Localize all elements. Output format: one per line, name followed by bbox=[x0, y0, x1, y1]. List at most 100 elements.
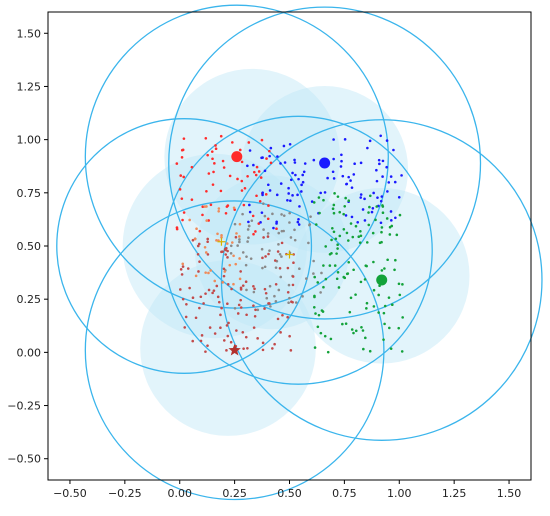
red-point bbox=[246, 174, 249, 178]
green-point bbox=[321, 310, 325, 313]
brown-point bbox=[207, 288, 211, 292]
green-point bbox=[332, 203, 336, 207]
red-point bbox=[260, 138, 264, 142]
green-point bbox=[372, 305, 376, 308]
x-tick-label: 1.25 bbox=[442, 487, 467, 500]
outline-circle bbox=[84, 200, 385, 501]
brown-point bbox=[184, 315, 188, 319]
blue-point bbox=[361, 208, 365, 211]
green-point bbox=[371, 231, 375, 235]
red-point bbox=[267, 204, 270, 207]
red-point bbox=[180, 156, 184, 159]
gray-point bbox=[277, 231, 281, 235]
blue-point bbox=[377, 158, 381, 162]
blue-point bbox=[301, 173, 305, 177]
green-point bbox=[357, 235, 361, 239]
blue-point bbox=[375, 179, 379, 183]
orange-point bbox=[228, 263, 232, 267]
brown-point bbox=[204, 350, 207, 353]
gray-point bbox=[277, 243, 280, 246]
red-point bbox=[252, 232, 255, 236]
green-point bbox=[381, 204, 384, 207]
orange-point bbox=[204, 251, 208, 254]
red-point bbox=[179, 174, 183, 177]
brown-point bbox=[200, 334, 204, 337]
green-point bbox=[314, 223, 318, 226]
green-point bbox=[333, 192, 336, 195]
green-point bbox=[348, 310, 352, 314]
brown-point bbox=[191, 296, 195, 300]
green-point bbox=[316, 325, 320, 329]
blue-point bbox=[378, 162, 381, 166]
blue-center-marker bbox=[319, 157, 331, 169]
y-tick-label: −0.25 bbox=[7, 400, 41, 413]
brown-point bbox=[223, 247, 227, 251]
blue-point bbox=[287, 186, 290, 190]
green-point bbox=[368, 205, 371, 209]
gray-point bbox=[287, 283, 291, 287]
red-point bbox=[190, 198, 194, 201]
red-point bbox=[255, 194, 258, 198]
green-point bbox=[352, 268, 355, 272]
blue-point bbox=[261, 193, 264, 197]
blue-point bbox=[397, 196, 401, 199]
blue-point bbox=[400, 174, 403, 177]
red-point bbox=[236, 177, 239, 181]
green-point bbox=[345, 231, 349, 235]
gray-point bbox=[238, 240, 241, 244]
gray-point bbox=[320, 271, 323, 275]
red-point bbox=[182, 211, 186, 214]
orange-point bbox=[181, 262, 185, 266]
green-point bbox=[337, 286, 341, 289]
green-point bbox=[361, 329, 365, 332]
gray-point bbox=[305, 277, 308, 280]
blue-point bbox=[353, 162, 356, 166]
green-point bbox=[328, 264, 332, 267]
brown-point bbox=[245, 313, 248, 317]
y-tick-label: 1.25 bbox=[17, 80, 42, 93]
green-point bbox=[395, 233, 399, 237]
blue-point bbox=[272, 226, 275, 230]
red-point bbox=[247, 141, 251, 144]
gray-point bbox=[319, 291, 322, 294]
green-point bbox=[333, 264, 337, 267]
red-point bbox=[201, 213, 204, 217]
green-point bbox=[352, 331, 355, 335]
blue-point bbox=[268, 189, 272, 192]
outline-circle bbox=[56, 118, 313, 374]
brown-point bbox=[281, 313, 284, 317]
gray-point bbox=[287, 301, 290, 305]
blue-point bbox=[343, 138, 347, 141]
brown-point bbox=[227, 321, 230, 325]
brown-point bbox=[252, 284, 255, 288]
green-point bbox=[382, 311, 386, 315]
gray-point bbox=[245, 255, 248, 258]
gray-point bbox=[250, 219, 254, 222]
green-point bbox=[332, 230, 336, 234]
orange-point bbox=[232, 206, 236, 210]
blue-point bbox=[301, 180, 305, 184]
green-point bbox=[398, 293, 402, 297]
blue-point bbox=[332, 177, 336, 180]
brown-point bbox=[186, 267, 190, 270]
brown-point bbox=[262, 236, 265, 239]
brown-point bbox=[199, 339, 203, 343]
shaded-circle bbox=[164, 68, 340, 245]
green-point bbox=[350, 328, 354, 331]
x-tick-label: 1.50 bbox=[497, 487, 522, 500]
red-point bbox=[207, 219, 210, 222]
brown-point bbox=[254, 308, 257, 312]
orange-point bbox=[221, 280, 225, 284]
brown-point bbox=[286, 266, 290, 270]
green-point bbox=[347, 260, 351, 264]
gray-point bbox=[312, 272, 315, 275]
red-point bbox=[211, 157, 214, 161]
y-tick-label: 0.50 bbox=[17, 240, 42, 253]
red-point bbox=[257, 222, 261, 225]
orange-point bbox=[215, 239, 218, 242]
brown-point bbox=[219, 313, 222, 317]
brown-point bbox=[219, 326, 222, 329]
gray-point bbox=[271, 212, 274, 216]
orange-point bbox=[238, 222, 242, 226]
gray-point bbox=[252, 290, 256, 294]
